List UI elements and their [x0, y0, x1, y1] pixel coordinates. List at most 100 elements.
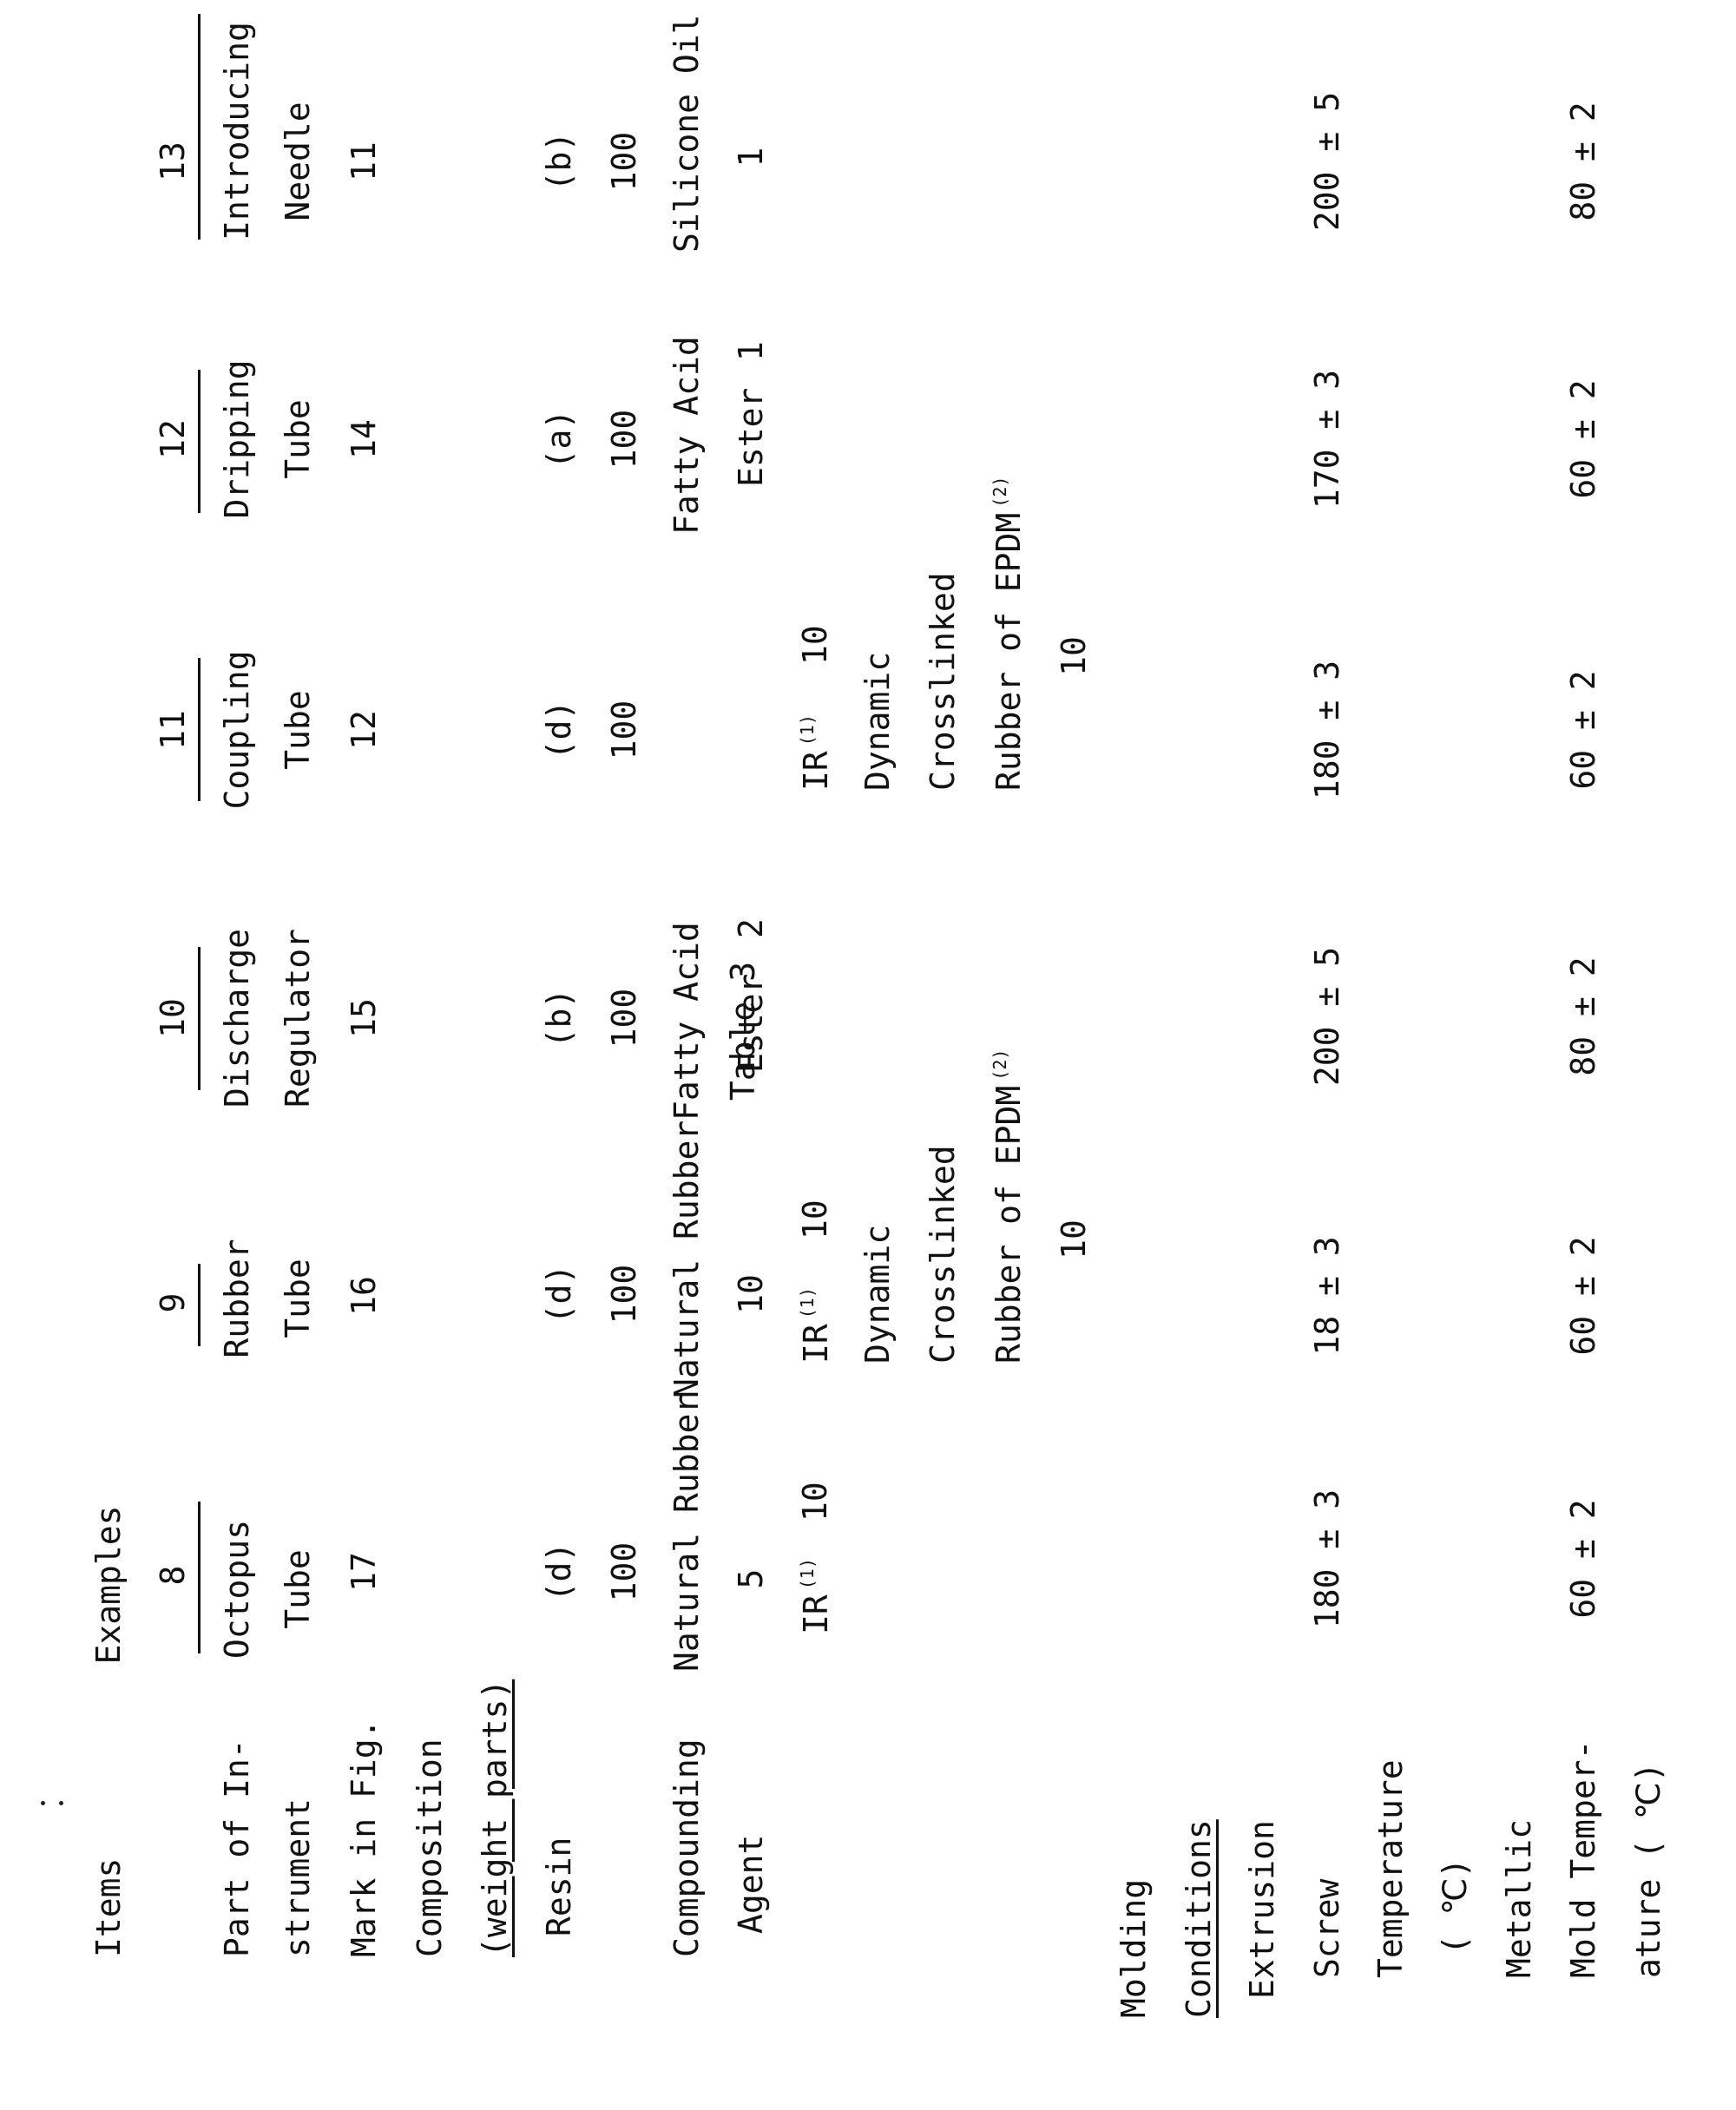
agent-name: IR (1): [797, 714, 835, 791]
items-header: Items: [89, 1857, 128, 1957]
resin-amount: 100: [605, 1541, 643, 1602]
part-line: Tube: [279, 399, 317, 479]
row-label-resin: Resin: [540, 1837, 578, 1936]
agent-label: Rubber of EPDM: [990, 1085, 1028, 1364]
agent-name: Natural Rubber: [667, 1393, 706, 1672]
row-label-part: strument: [279, 1798, 317, 1957]
agent-amount: 10: [732, 1274, 770, 1314]
footnote-mark: (2): [990, 476, 1010, 508]
agent-amount: 10: [796, 625, 834, 665]
mold-temp: 80 ± 2: [1564, 102, 1602, 221]
scan-mark: [41, 1801, 45, 1805]
part-line: Discharge: [218, 929, 256, 1108]
agent-name: Silicone Oil: [667, 14, 706, 253]
column-number: 9: [154, 1292, 192, 1313]
part-line: Needle: [279, 102, 317, 221]
agent-amount: 1: [732, 147, 770, 168]
part-line: Dripping: [218, 359, 256, 519]
agent-line: Fatty Acid: [667, 336, 706, 535]
agent-line: Ester: [732, 387, 770, 487]
footnote-mark: (1): [797, 1558, 818, 1590]
screw-temp: 180 ± 3: [1308, 660, 1346, 800]
resin-value: (d): [540, 1264, 578, 1325]
mark-value: 11: [345, 141, 383, 181]
agent-amount: 10: [1055, 636, 1093, 676]
column-number: 11: [154, 710, 192, 750]
resin-value: (d): [540, 1541, 578, 1602]
screw-temp: 170 ± 3: [1308, 369, 1346, 509]
footnote-mark: (1): [797, 1287, 818, 1319]
column-rule: [198, 14, 201, 240]
agent-amount: 10: [796, 1200, 834, 1239]
resin-amount: 100: [605, 131, 643, 192]
part-line: Tube: [279, 1259, 317, 1338]
column-rule: [198, 947, 201, 1090]
column-number: 8: [154, 1565, 192, 1586]
agent-line: Crosslinked: [924, 1145, 962, 1364]
part-line: Regulator: [279, 929, 317, 1108]
agent-amount: 1: [732, 341, 770, 361]
mold-temp: 60 ± 2: [1564, 670, 1602, 790]
footnote-mark: (1): [797, 714, 818, 746]
row-label-conditions: Conditions: [1180, 1819, 1218, 2018]
mark-value: 16: [345, 1276, 383, 1316]
agent-name: Natural Rubber: [667, 1120, 706, 1398]
resin-amount: 100: [605, 1264, 643, 1325]
resin-value: (d): [540, 700, 578, 760]
agent-name: Rubber of EPDM (2): [990, 1048, 1028, 1364]
scan-mark: [59, 1801, 63, 1805]
agent-line: Dynamic: [858, 651, 897, 791]
screw-temp: 200 ± 5: [1308, 946, 1346, 1087]
row-label-mold-temp: Mold Temper-: [1564, 1739, 1602, 1978]
screw-temp: 180 ± 3: [1308, 1489, 1346, 1629]
column-number: 12: [154, 419, 192, 459]
row-label-compounding: Agent: [732, 1834, 770, 1934]
resin-amount: 100: [605, 700, 643, 760]
row-label-extrusion: Extrusion: [1243, 1820, 1281, 1999]
row-label-celsius: ( ℃): [1436, 1857, 1474, 1955]
agent-label: IR: [797, 751, 835, 791]
row-label-temperature: Temperature: [1371, 1759, 1410, 1978]
resin-value: (a): [540, 409, 578, 470]
row-label-molding: Molding: [1115, 1878, 1153, 2018]
row-label-composition: Composition: [411, 1739, 449, 1957]
mold-temp: 80 ± 2: [1564, 956, 1602, 1076]
row-label-compounding: Compounding: [667, 1739, 706, 1957]
agent-amount: 10: [796, 1482, 834, 1522]
resin-value: (b): [540, 988, 578, 1048]
column-rule: [198, 1502, 201, 1653]
mark-value: 12: [345, 710, 383, 750]
agent-line: Crosslinked: [924, 572, 962, 791]
screw-temp: 200 ± 5: [1308, 91, 1346, 232]
screw-temp: 18 ± 3: [1308, 1236, 1346, 1356]
row-label-screw: Screw: [1308, 1878, 1346, 1978]
agent-label: IR: [797, 1594, 835, 1634]
column-rule: [198, 658, 201, 801]
resin-amount: 100: [605, 409, 643, 470]
column-rule: [198, 1264, 201, 1346]
mold-temp: 60 ± 2: [1564, 1236, 1602, 1356]
mark-value: 17: [345, 1552, 383, 1592]
mark-value: 15: [345, 998, 383, 1038]
agent-label: IR: [797, 1324, 835, 1364]
mold-temp: 60 ± 2: [1564, 1499, 1602, 1619]
column-rule: [198, 370, 201, 513]
agent-amount: 10: [1055, 1219, 1093, 1259]
agent-line: Ester: [732, 973, 770, 1073]
part-line: Octopus: [218, 1519, 256, 1660]
resin-value: (b): [540, 131, 578, 192]
part-line: Tube: [279, 1549, 317, 1629]
footnote-mark: (2): [990, 1048, 1010, 1081]
mark-value: 14: [345, 419, 383, 459]
row-label-mark: Mark in Fig.: [345, 1719, 383, 1957]
agent-name: IR (1): [797, 1287, 835, 1364]
part-line: Tube: [279, 690, 317, 770]
row-label-mold-temp: ature ( ℃): [1629, 1762, 1667, 1978]
agent-amount: 2: [732, 918, 770, 938]
part-line: Introducing: [218, 22, 256, 240]
column-number: 13: [154, 141, 192, 181]
resin-amount: 100: [605, 988, 643, 1048]
agent-name: IR (1): [797, 1558, 835, 1634]
agent-line: Fatty Acid: [667, 922, 706, 1121]
